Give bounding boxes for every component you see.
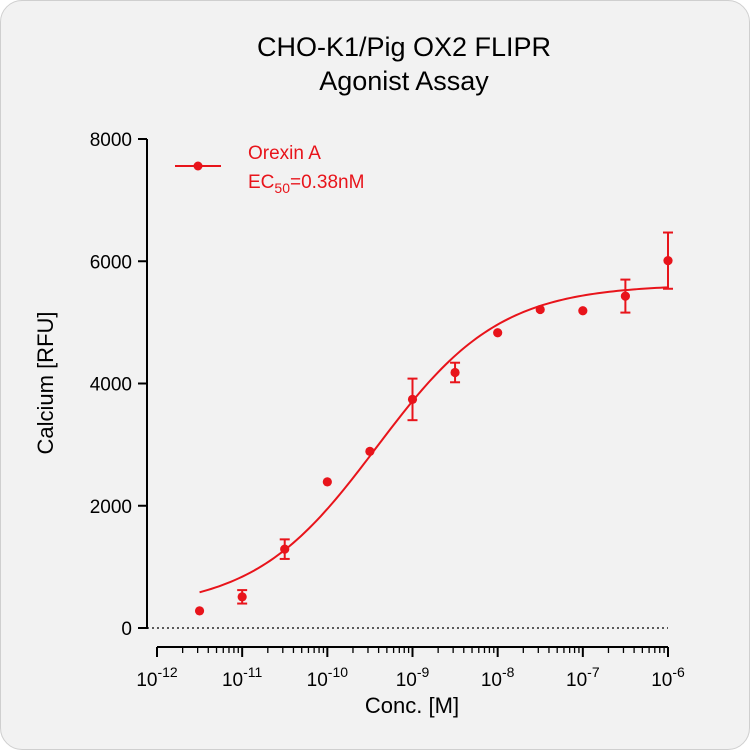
- y-tick-label: 6000: [90, 252, 132, 273]
- legend-ec-prefix: EC: [248, 172, 274, 193]
- legend: Orexin A EC50=0.38nM: [175, 143, 364, 196]
- data-point: [450, 367, 460, 378]
- x-tick-label: 10-6: [651, 664, 685, 691]
- y-axis-label: Calcium [RFU]: [33, 311, 58, 454]
- data-point: [280, 544, 290, 554]
- data-point: [578, 306, 588, 316]
- data-point: [620, 291, 630, 301]
- x-axis-label: Conc. [M]: [365, 693, 459, 718]
- chart-title-line-2: Agonist Assay: [319, 66, 489, 96]
- legend-series-name: Orexin A: [248, 143, 321, 164]
- x-tick-label: 10-9: [396, 664, 430, 691]
- legend-ec-value: =0.38nM: [290, 172, 364, 193]
- y-tick-label: 0: [121, 619, 132, 640]
- y-tick-label: 2000: [90, 497, 132, 518]
- data-point: [493, 328, 503, 338]
- legend-ec50: EC50=0.38nM: [248, 172, 364, 196]
- x-tick-label: 10-8: [481, 664, 515, 691]
- data-point: [535, 304, 545, 315]
- x-tick-label: 10-10: [307, 664, 349, 691]
- data-point: [663, 256, 673, 266]
- data-point: [237, 592, 247, 602]
- fit-curve-layer: [199, 286, 669, 594]
- data-point: [365, 446, 375, 456]
- y-tick-label: 8000: [90, 130, 132, 151]
- data-point: [194, 606, 205, 616]
- legend-point-marker: [193, 161, 203, 171]
- data-points-layer: [194, 231, 673, 616]
- x-tick-label: 10-11: [222, 664, 263, 691]
- chart-title-line-1: CHO-K1/Pig OX2 FLIPR: [257, 32, 551, 62]
- y-tick-label: 4000: [90, 375, 132, 396]
- data-point: [407, 394, 418, 404]
- x-tick-label: 10-12: [136, 664, 178, 691]
- axes: [138, 138, 669, 657]
- fit-curve: [199, 286, 669, 594]
- legend-ec-subscript: 50: [274, 180, 290, 196]
- data-point: [322, 477, 332, 487]
- x-tick-label: 10-7: [566, 664, 600, 691]
- tick-labels: 0 2000 4000 6000 8000 10-12 10-11 10-10 10-9 10-8…: [90, 130, 685, 691]
